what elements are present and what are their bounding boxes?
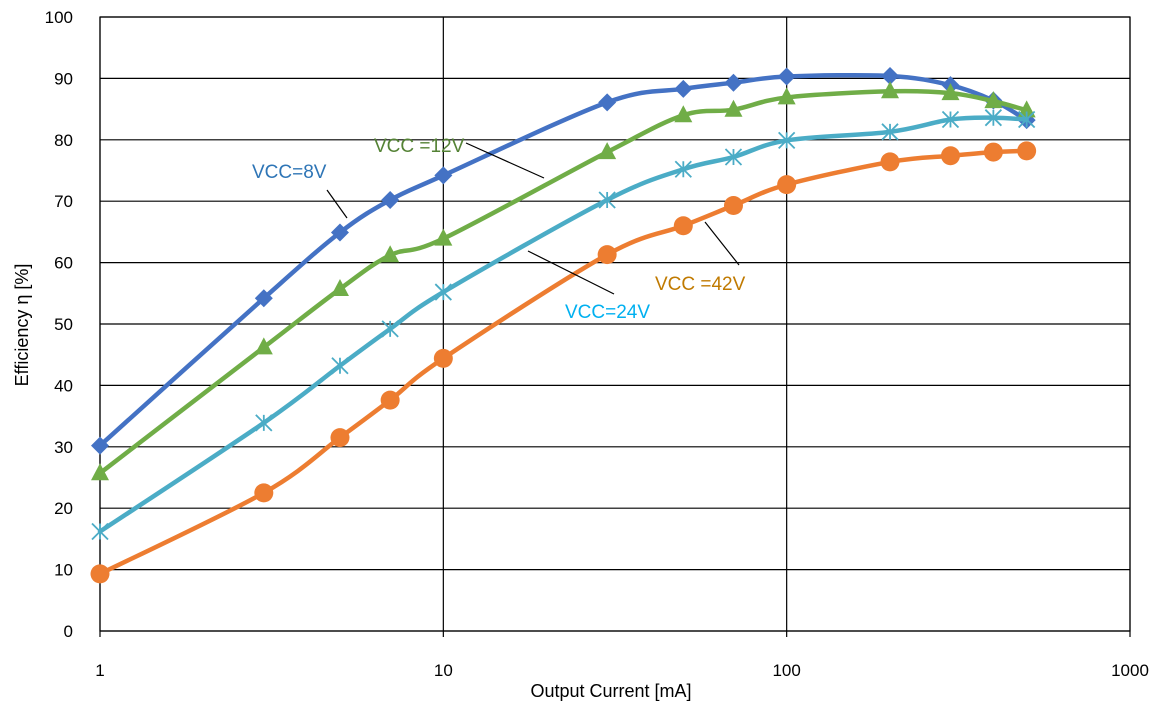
data-point-diamond (724, 73, 743, 92)
y-tick-label: 20 (54, 499, 73, 518)
series-label: VCC =42V (655, 274, 746, 295)
series-label: VCC=24V (565, 302, 650, 323)
data-point-circle (940, 146, 960, 166)
data-point-triangle (434, 228, 453, 246)
series-3 (90, 141, 1037, 584)
y-tick-label: 30 (54, 438, 73, 457)
series-line (97, 72, 1029, 448)
x-tick-label: 10 (434, 661, 453, 680)
data-point-circle (254, 483, 274, 503)
data-point-triangle (330, 279, 349, 297)
data-point-triangle (881, 81, 900, 99)
data-point-circle (330, 428, 350, 448)
y-tick-label: 0 (64, 622, 73, 641)
series-label: VCC =12V (374, 136, 465, 157)
y-tick-label: 60 (54, 254, 73, 273)
leader-line (704, 221, 740, 266)
data-point-triangle (941, 83, 960, 101)
y-tick-label: 70 (54, 192, 73, 211)
series-line (97, 148, 1029, 577)
data-point-triangle (254, 337, 273, 355)
data-point-triangle (381, 245, 400, 263)
leader-line (465, 142, 545, 179)
grid (99, 16, 1131, 632)
data-point-asterisk (331, 357, 349, 375)
data-point-circle (983, 142, 1003, 162)
data-point-triangle (1017, 100, 1036, 118)
y-tick-label: 100 (45, 8, 73, 27)
series-0 (91, 66, 1036, 455)
y-tick-label: 40 (54, 376, 73, 395)
data-point-triangle (674, 105, 693, 123)
data-point-triangle (724, 99, 743, 117)
data-point-circle (880, 152, 900, 172)
data-point-diamond (381, 190, 400, 209)
data-point-circle (673, 216, 693, 236)
data-point-asterisk (778, 131, 796, 150)
series-line (97, 115, 1029, 534)
data-point-circle (597, 245, 617, 265)
series-label: VCC=8V (252, 162, 327, 183)
leader-line (326, 189, 348, 219)
data-point-circle (723, 195, 743, 215)
data-point-asterisk (881, 123, 899, 141)
data-point-triangle (598, 142, 617, 160)
leader-line (527, 250, 615, 295)
data-point-diamond (777, 67, 796, 86)
data-point-diamond (674, 79, 693, 98)
y-tick-label: 50 (54, 315, 73, 334)
x-tick-label: 100 (772, 661, 800, 680)
series-line (97, 88, 1029, 476)
data-point-circle (1017, 141, 1037, 161)
y-tick-label: 80 (54, 131, 73, 150)
data-point-diamond (881, 66, 900, 85)
data-point-triangle (777, 87, 796, 105)
data-point-asterisk (941, 110, 960, 129)
series-layer (90, 66, 1037, 584)
data-point-asterisk (984, 109, 1003, 127)
data-point-diamond (91, 436, 109, 455)
plot-frame (99, 16, 1131, 632)
data-point-triangle (91, 463, 109, 481)
y-axis-title: Efficiency η [%] (12, 264, 32, 387)
data-point-diamond (598, 93, 617, 112)
series-1 (91, 81, 1036, 481)
x-axis-title: Output Current [mA] (530, 681, 691, 701)
data-point-asterisk (434, 283, 452, 301)
data-point-circle (433, 348, 453, 368)
data-point-asterisk (255, 414, 273, 432)
series-2 (91, 109, 1036, 541)
data-point-asterisk (381, 320, 399, 338)
y-tick-label: 90 (54, 69, 73, 88)
data-point-asterisk (598, 191, 616, 209)
data-point-triangle (984, 91, 1003, 109)
data-point-diamond (254, 289, 273, 308)
x-tick-label: 1 (95, 661, 104, 680)
data-point-circle (777, 175, 797, 195)
data-point-asterisk (724, 148, 743, 166)
data-point-diamond (434, 166, 453, 185)
data-point-asterisk (674, 160, 692, 178)
x-tick-label: 1000 (1111, 661, 1149, 680)
data-point-circle (90, 564, 110, 584)
data-point-asterisk (91, 522, 109, 541)
data-point-asterisk (1018, 110, 1036, 129)
data-point-diamond (330, 223, 349, 242)
y-tick-label: 10 (54, 561, 73, 580)
data-point-circle (380, 390, 400, 410)
